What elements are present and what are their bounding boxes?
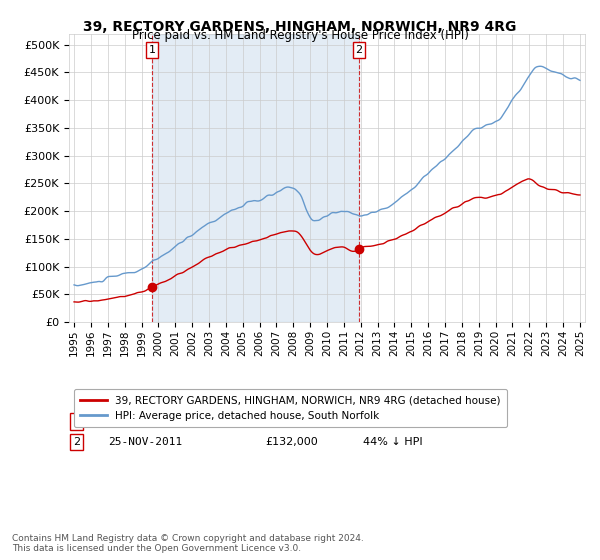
- Text: 33% ↓ HPI: 33% ↓ HPI: [363, 417, 422, 427]
- Text: 25-NOV-2011: 25-NOV-2011: [108, 437, 182, 447]
- Bar: [152, 34, 359, 322]
- Text: 2: 2: [355, 45, 362, 55]
- Text: 44% ↓ HPI: 44% ↓ HPI: [363, 437, 423, 447]
- Text: £132,000: £132,000: [265, 437, 318, 447]
- Text: Contains HM Land Registry data © Crown copyright and database right 2024.
This d: Contains HM Land Registry data © Crown c…: [12, 534, 364, 553]
- Text: 39, RECTORY GARDENS, HINGHAM, NORWICH, NR9 4RG: 39, RECTORY GARDENS, HINGHAM, NORWICH, N…: [83, 20, 517, 34]
- Text: 2: 2: [73, 437, 80, 447]
- Legend: 39, RECTORY GARDENS, HINGHAM, NORWICH, NR9 4RG (detached house), HPI: Average pr: 39, RECTORY GARDENS, HINGHAM, NORWICH, N…: [74, 389, 506, 427]
- Text: £63,000: £63,000: [265, 417, 311, 427]
- Text: Price paid vs. HM Land Registry's House Price Index (HPI): Price paid vs. HM Land Registry's House …: [131, 29, 469, 42]
- Text: 1: 1: [73, 417, 80, 427]
- Text: 1: 1: [148, 45, 155, 55]
- Text: 10-AUG-1999: 10-AUG-1999: [108, 417, 182, 427]
